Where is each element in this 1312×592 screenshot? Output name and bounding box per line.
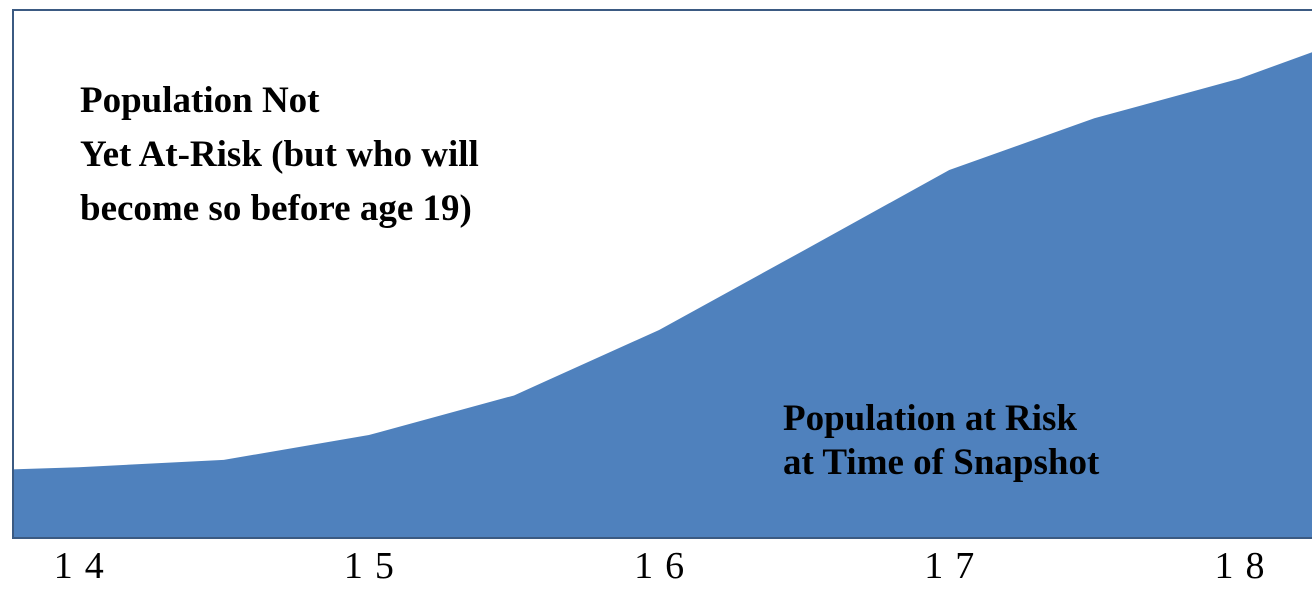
- plot-frame: [12, 9, 1312, 539]
- x-tick-label: 15: [344, 545, 406, 587]
- annotation-line: Population at Risk: [783, 398, 1077, 439]
- x-tick-label: 16: [634, 545, 696, 587]
- x-tick-label: 18: [1214, 545, 1276, 587]
- x-tick-label: 17: [924, 545, 986, 587]
- area: [12, 52, 1312, 539]
- annotation-line: become so before age 19): [80, 188, 472, 229]
- x-tick-label: 14: [54, 545, 116, 587]
- annotation-line: Yet At-Risk (but who will: [80, 134, 479, 175]
- annotation-line: Population Not: [80, 80, 320, 121]
- annotation-line: at Time of Snapshot: [783, 442, 1100, 483]
